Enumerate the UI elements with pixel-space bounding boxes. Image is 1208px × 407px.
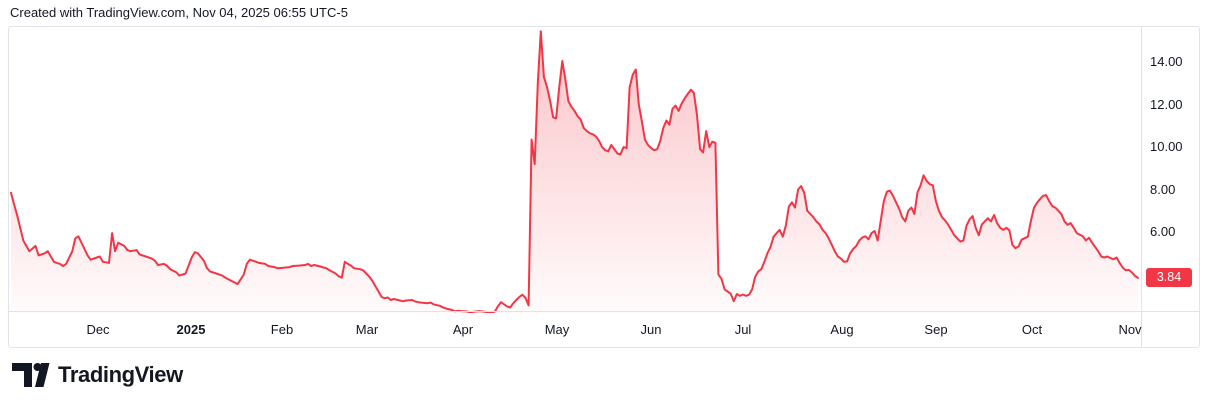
time-tick-label: 2025: [176, 322, 206, 337]
time-axis-border: [9, 311, 1199, 312]
area-fill: [11, 31, 1138, 313]
time-axis[interactable]: Dec 2025 Feb Mar Apr May Jun Jul Aug Sep Oct Nov: [9, 312, 1142, 347]
price-line: [10, 30, 1139, 313]
tradingview-logo-icon: [12, 362, 50, 387]
tradingview-brand-text: TradingView: [58, 362, 183, 387]
price-tick-label: 14.00: [1150, 54, 1183, 69]
time-tick-label: May: [544, 322, 570, 337]
attribution-text: Created with TradingView.com, Nov 04, 20…: [10, 5, 348, 20]
time-tick-label: Nov: [1118, 322, 1142, 337]
time-tick-label: Feb: [270, 322, 294, 337]
chart-plot-area[interactable]: [9, 27, 1143, 313]
time-tick-label: Aug: [830, 322, 854, 337]
tradingview-branding[interactable]: TradingView: [12, 360, 183, 390]
time-tick-label: Mar: [355, 322, 379, 337]
price-tick-label: 12.00: [1150, 97, 1183, 112]
time-tick-label: Jun: [640, 322, 662, 337]
time-tick-label: Dec: [86, 322, 110, 337]
time-tick-label: Jul: [734, 322, 752, 337]
price-tick-label: 8.00: [1150, 182, 1176, 197]
price-chart: [10, 30, 1139, 313]
time-tick-label: Sep: [924, 322, 948, 337]
time-tick-label: Apr: [452, 322, 474, 337]
price-tick-label: 6.00: [1150, 224, 1176, 239]
price-tick-label: 10.00: [1150, 139, 1183, 154]
last-price-badge: 3.84: [1146, 268, 1192, 287]
time-tick-label: Oct: [1021, 322, 1043, 337]
